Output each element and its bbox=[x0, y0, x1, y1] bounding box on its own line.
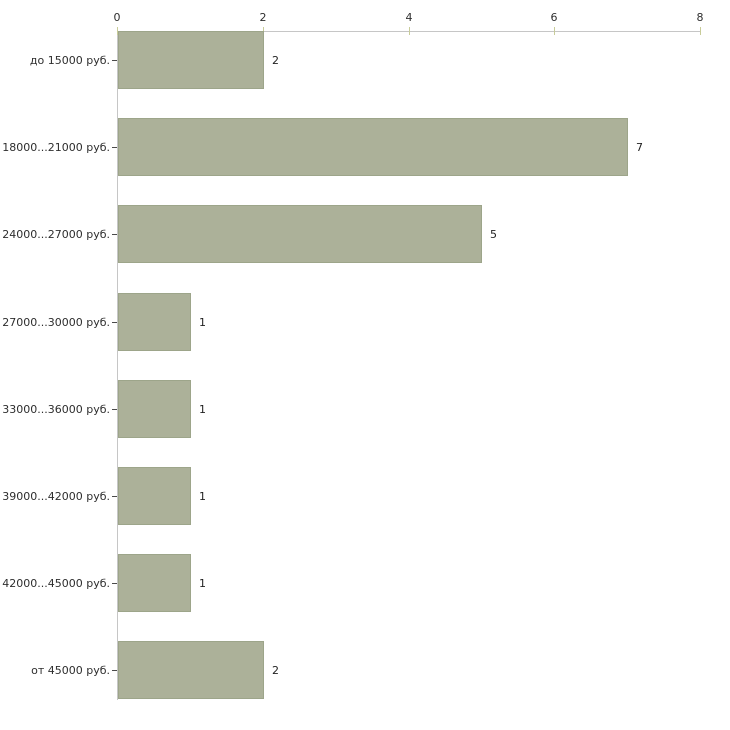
y-tick-mark bbox=[112, 409, 117, 410]
y-tick-mark bbox=[112, 147, 117, 148]
x-tick-label: 0 bbox=[113, 11, 121, 24]
category-label: 18000...21000 руб. bbox=[2, 140, 110, 154]
bar bbox=[118, 205, 482, 263]
y-tick-mark bbox=[112, 322, 117, 323]
x-tick-label: 4 bbox=[405, 11, 413, 24]
category-label: 39000...42000 руб. bbox=[2, 489, 110, 503]
category-label: 42000...45000 руб. bbox=[2, 576, 110, 590]
y-tick-mark bbox=[112, 60, 117, 61]
x-tick-label: 2 bbox=[259, 11, 267, 24]
x-tick-mark bbox=[700, 27, 701, 35]
value-label: 7 bbox=[636, 140, 643, 154]
y-tick-mark bbox=[112, 234, 117, 235]
category-label: от 45000 руб. bbox=[31, 663, 110, 677]
value-label: 1 bbox=[199, 402, 206, 416]
bar bbox=[118, 467, 191, 525]
bar bbox=[118, 554, 191, 612]
x-tick-mark bbox=[409, 27, 410, 35]
category-label: до 15000 руб. bbox=[29, 53, 110, 67]
category-label: 33000...36000 руб. bbox=[2, 402, 110, 416]
bar bbox=[118, 380, 191, 438]
x-tick-label: 8 bbox=[696, 11, 704, 24]
x-tick-label: 6 bbox=[550, 11, 558, 24]
y-tick-mark bbox=[112, 496, 117, 497]
bar bbox=[118, 31, 264, 89]
y-axis-line bbox=[117, 31, 118, 700]
x-tick-mark bbox=[117, 27, 118, 35]
x-tick-mark bbox=[554, 27, 555, 35]
bar bbox=[118, 293, 191, 351]
bar bbox=[118, 641, 264, 699]
category-label: 24000...27000 руб. bbox=[2, 227, 110, 241]
value-label: 1 bbox=[199, 576, 206, 590]
value-label: 2 bbox=[272, 663, 279, 677]
value-label: 1 bbox=[199, 315, 206, 329]
value-label: 1 bbox=[199, 489, 206, 503]
y-tick-mark bbox=[112, 670, 117, 671]
y-tick-mark bbox=[112, 583, 117, 584]
value-label: 2 bbox=[272, 53, 279, 67]
bar bbox=[118, 118, 628, 176]
category-label: 27000...30000 руб. bbox=[2, 315, 110, 329]
value-label: 5 bbox=[490, 227, 497, 241]
